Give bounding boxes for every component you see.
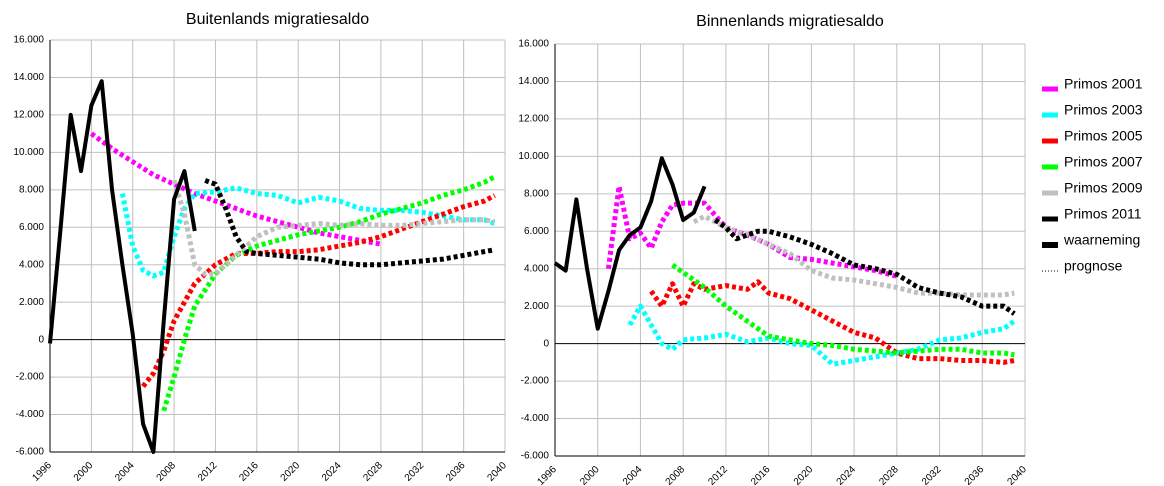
series-line xyxy=(204,178,496,268)
x-tick-label: 2016 xyxy=(749,464,773,486)
x-tick-label: 2028 xyxy=(361,460,385,484)
y-tick-label: -6.000 xyxy=(521,451,550,462)
legend-label: Primos 2011 xyxy=(1064,206,1142,222)
series-line xyxy=(171,179,496,277)
series-line xyxy=(89,131,382,247)
legend-label: Primos 2005 xyxy=(1064,128,1143,144)
series-line xyxy=(649,279,1015,365)
y-tick-label: 4.000 xyxy=(524,263,549,274)
x-tick-label: 1996 xyxy=(535,464,559,486)
y-tick-label: 8.000 xyxy=(524,188,549,199)
y-tick-label: 12.000 xyxy=(518,114,549,125)
chart-title: Buitenlands migratiesaldo xyxy=(186,11,369,28)
chart-title: Binnenlands migratiesaldo xyxy=(696,13,884,30)
y-tick-label: 10.000 xyxy=(13,147,44,158)
y-tick-label: -4.000 xyxy=(16,409,45,420)
x-tick-label: 2040 xyxy=(485,460,509,484)
x-tick-label: 2020 xyxy=(792,464,816,486)
x-tick-label: 2036 xyxy=(963,464,987,486)
y-tick-label: 4.000 xyxy=(19,259,44,270)
series-line xyxy=(671,262,1015,358)
series-line xyxy=(627,303,1016,367)
y-tick-label: 0 xyxy=(38,334,44,345)
x-tick-label: 2028 xyxy=(877,464,901,486)
y-tick-label: -6.000 xyxy=(16,447,45,458)
legend-label: waarneming xyxy=(1063,232,1140,248)
x-tick-label: 2036 xyxy=(444,460,468,484)
y-tick-label: 8.000 xyxy=(19,184,44,195)
y-tick-label: 16.000 xyxy=(13,35,44,46)
legend-label: prognose xyxy=(1064,258,1123,274)
x-tick-label: 2004 xyxy=(621,464,645,486)
x-tick-label: 2024 xyxy=(320,460,344,484)
x-tick-label: 1996 xyxy=(30,460,54,484)
y-tick-label: 2.000 xyxy=(524,301,549,312)
series-line xyxy=(141,193,496,389)
y-tick-label: 6.000 xyxy=(19,222,44,233)
y-tick-label: 10.000 xyxy=(518,151,549,162)
series-line xyxy=(553,156,707,331)
y-tick-label: 2.000 xyxy=(19,297,44,308)
x-tick-label: 2024 xyxy=(835,464,859,486)
x-tick-label: 2000 xyxy=(72,460,96,484)
x-tick-label: 2032 xyxy=(920,464,944,486)
x-tick-label: 2020 xyxy=(279,460,303,484)
y-tick-label: -4.000 xyxy=(521,413,550,424)
x-tick-label: 2032 xyxy=(403,460,427,484)
x-tick-label: 2012 xyxy=(706,464,730,486)
y-tick-label: 6.000 xyxy=(524,226,549,237)
legend-label: Primos 2001 xyxy=(1064,76,1143,92)
x-tick-label: 2012 xyxy=(196,460,220,484)
y-tick-label: -2.000 xyxy=(521,376,550,387)
series-line xyxy=(48,79,197,454)
x-tick-label: 2040 xyxy=(1005,464,1029,486)
series-line xyxy=(161,174,496,412)
y-tick-label: -2.000 xyxy=(16,372,45,383)
legend-label: Primos 2003 xyxy=(1064,102,1143,118)
legend-label: Primos 2007 xyxy=(1064,154,1143,170)
series-line xyxy=(119,185,496,279)
legend-label: Primos 2009 xyxy=(1064,180,1143,196)
y-tick-label: 12.000 xyxy=(13,110,44,121)
y-tick-label: 16.000 xyxy=(518,39,549,50)
y-tick-label: 14.000 xyxy=(518,76,549,87)
x-tick-label: 2008 xyxy=(664,464,688,486)
x-tick-label: 2016 xyxy=(237,460,261,484)
y-tick-label: 0 xyxy=(543,338,549,349)
x-tick-label: 2004 xyxy=(113,460,137,484)
series-line xyxy=(713,217,1016,316)
x-tick-label: 2008 xyxy=(155,460,179,484)
y-tick-label: 14.000 xyxy=(13,72,44,83)
series-line xyxy=(692,213,1015,298)
x-tick-label: 2000 xyxy=(578,464,602,486)
